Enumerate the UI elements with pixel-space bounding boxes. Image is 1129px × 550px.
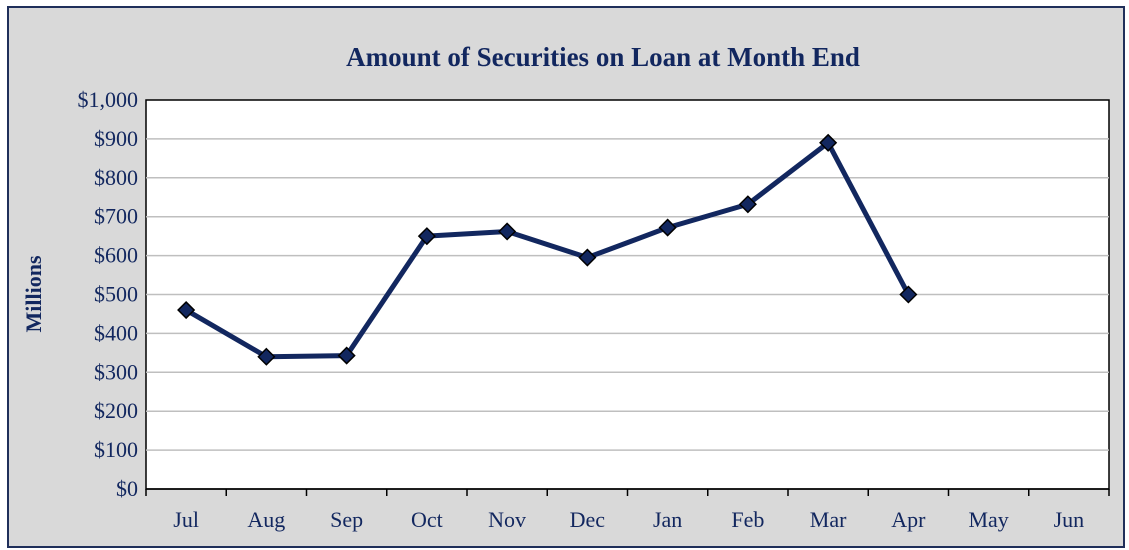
y-tick-label: $600 xyxy=(94,243,138,268)
data-point-marker xyxy=(177,300,196,320)
x-tick-label: Feb xyxy=(731,507,764,532)
x-tick-label: Jun xyxy=(1054,507,1085,532)
chart-title: Amount of Securities on Loan at Month En… xyxy=(346,42,860,72)
data-point-marker xyxy=(658,218,677,237)
series-line xyxy=(184,140,911,360)
y-axis-label: Millions xyxy=(21,255,46,332)
y-tick-label: $100 xyxy=(94,437,138,462)
data-point-marker xyxy=(498,222,517,241)
x-tick-label: Dec xyxy=(570,507,606,532)
x-tick-label: Jul xyxy=(173,507,199,532)
x-tick-label: May xyxy=(968,507,1008,532)
y-tick-label: $200 xyxy=(94,398,138,423)
x-tick-label: Mar xyxy=(810,507,847,532)
y-tick-label: $1,000 xyxy=(78,87,139,112)
y-tick-label: $300 xyxy=(94,359,138,384)
data-point-marker xyxy=(417,227,436,246)
y-tick-label: $700 xyxy=(94,204,138,229)
x-tick-label: Sep xyxy=(330,507,363,532)
data-point-marker xyxy=(257,347,276,366)
data-point-marker xyxy=(578,248,597,267)
x-tick-label: Aug xyxy=(247,507,285,532)
y-tick-label: $500 xyxy=(94,282,138,307)
y-tick-label: $400 xyxy=(94,320,138,345)
data-point-marker xyxy=(899,285,918,304)
x-tick-label: Apr xyxy=(891,507,926,532)
x-tick-label: Jan xyxy=(653,507,682,532)
data-point-marker xyxy=(337,346,356,365)
data-point-marker xyxy=(738,195,757,214)
data-point-marker xyxy=(819,133,838,152)
y-tick-label: $900 xyxy=(94,126,138,151)
x-tick-label: Oct xyxy=(411,507,443,532)
y-tick-label: $0 xyxy=(116,476,138,501)
y-tick-label: $800 xyxy=(94,165,138,190)
x-tick-label: Nov xyxy=(488,507,526,532)
